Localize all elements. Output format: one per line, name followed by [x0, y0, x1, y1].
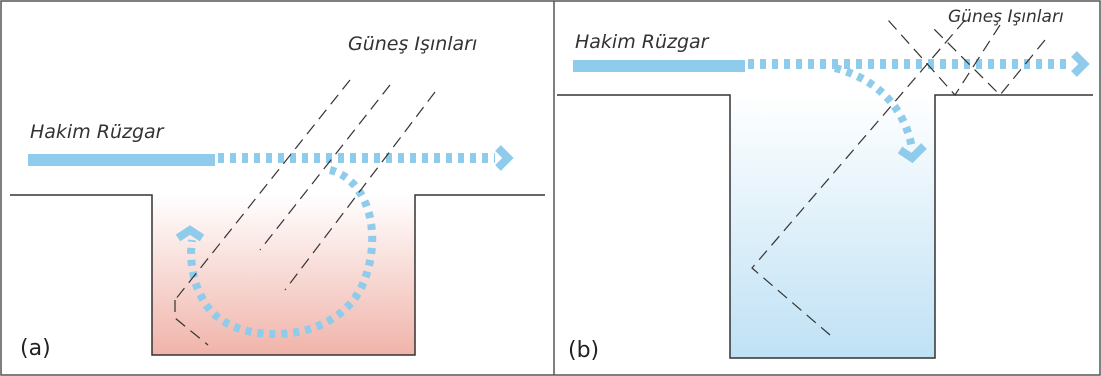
diagram: Güneş Işınları Hakim Rüzgar (a) Güneş Iş…	[0, 0, 1101, 376]
sun-label: Güneş Işınları	[948, 7, 1064, 27]
wind-arrow	[498, 148, 508, 168]
wind-label: Hakim Rüzgar	[575, 31, 710, 53]
panel-b: Güneş Işınları Hakim Rüzgar (b)	[557, 7, 1093, 363]
panel-label: (a)	[20, 336, 51, 361]
panel-a: Güneş Işınları Hakim Rüzgar (a)	[10, 33, 545, 361]
panel-label: (b)	[568, 338, 599, 363]
sun-ray	[888, 20, 1000, 95]
canyon-fill	[730, 95, 935, 358]
sun-label: Güneş Işınları	[348, 33, 477, 55]
wind-arrow	[1074, 54, 1084, 74]
wind-label: Hakim Rüzgar	[30, 121, 165, 143]
